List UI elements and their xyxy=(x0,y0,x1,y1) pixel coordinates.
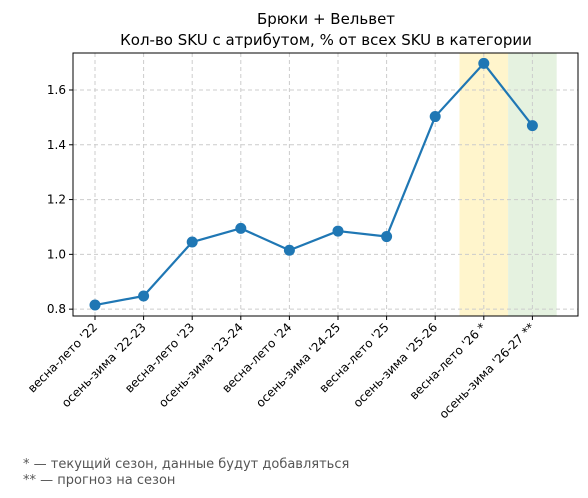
x-tick-label: осень-зима '25-26 xyxy=(350,320,440,410)
y-tick-label: 1.6 xyxy=(47,83,66,97)
x-tick-label: осень-зима '23-24 xyxy=(156,320,246,410)
plot-frame xyxy=(72,52,579,317)
data-point xyxy=(138,290,150,302)
chart-subtitle: Кол-во SKU с атрибутом, % от всех SKU в … xyxy=(120,31,532,49)
data-point xyxy=(332,225,344,237)
series-line xyxy=(94,62,534,307)
chart-title: Брюки + Вельвет xyxy=(257,10,395,28)
data-point xyxy=(381,231,393,243)
season-highlights xyxy=(459,53,557,316)
highlight-band xyxy=(508,53,557,316)
data-point xyxy=(429,111,441,123)
data-point xyxy=(186,236,198,248)
x-tick-label: осень-зима '22-23 xyxy=(59,320,149,410)
x-tick-label: осень-зима '26-27 ** xyxy=(436,320,537,421)
x-tick-label: осень-зима '24-25 xyxy=(253,320,343,410)
footnote-forecast: ** — прогноз на сезон xyxy=(23,473,176,488)
data-point xyxy=(478,57,490,69)
grid xyxy=(73,53,578,316)
y-axis: 0.8 1.0 1.2 1.4 1.6 xyxy=(47,83,73,316)
y-tick-label: 1.4 xyxy=(47,138,66,152)
data-point xyxy=(283,244,295,256)
data-point xyxy=(526,120,538,132)
y-tick-label: 1.2 xyxy=(47,193,66,207)
y-tick-label: 1.0 xyxy=(47,247,66,261)
highlight-band xyxy=(459,53,509,316)
y-tick-label: 0.8 xyxy=(47,302,66,316)
footnote-current-season: * — текущий сезон, данные будут добавлят… xyxy=(23,457,350,472)
data-point xyxy=(89,299,101,311)
series-layer xyxy=(89,57,538,311)
data-point xyxy=(235,222,247,234)
